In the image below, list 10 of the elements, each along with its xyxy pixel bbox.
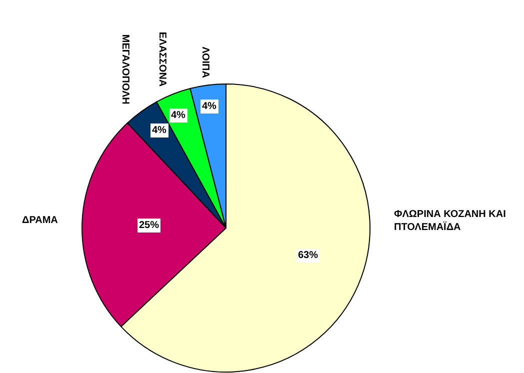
data-label: 4% xyxy=(171,110,186,121)
slice-label: ΔΡΑΜΑ xyxy=(22,215,58,226)
data-label: 4% xyxy=(202,101,217,112)
data-label: 25% xyxy=(139,220,160,231)
slice-label: ΛΟΙΠΑ xyxy=(199,46,210,78)
slice-label: ΦΛΩΡΙΝΑ ΚΟΖΑΝΗ ΚΑΙ ΠΤΟΛΕΜΑΪΔΑ xyxy=(394,209,506,233)
data-label: 63% xyxy=(298,250,318,261)
slice-label: ΜΕΓΑΛΟΠΟΛΗ xyxy=(119,34,130,104)
slice-label: ΕΛΑΣΣΟΝΑ xyxy=(156,32,168,87)
data-label: 4% xyxy=(152,125,167,136)
